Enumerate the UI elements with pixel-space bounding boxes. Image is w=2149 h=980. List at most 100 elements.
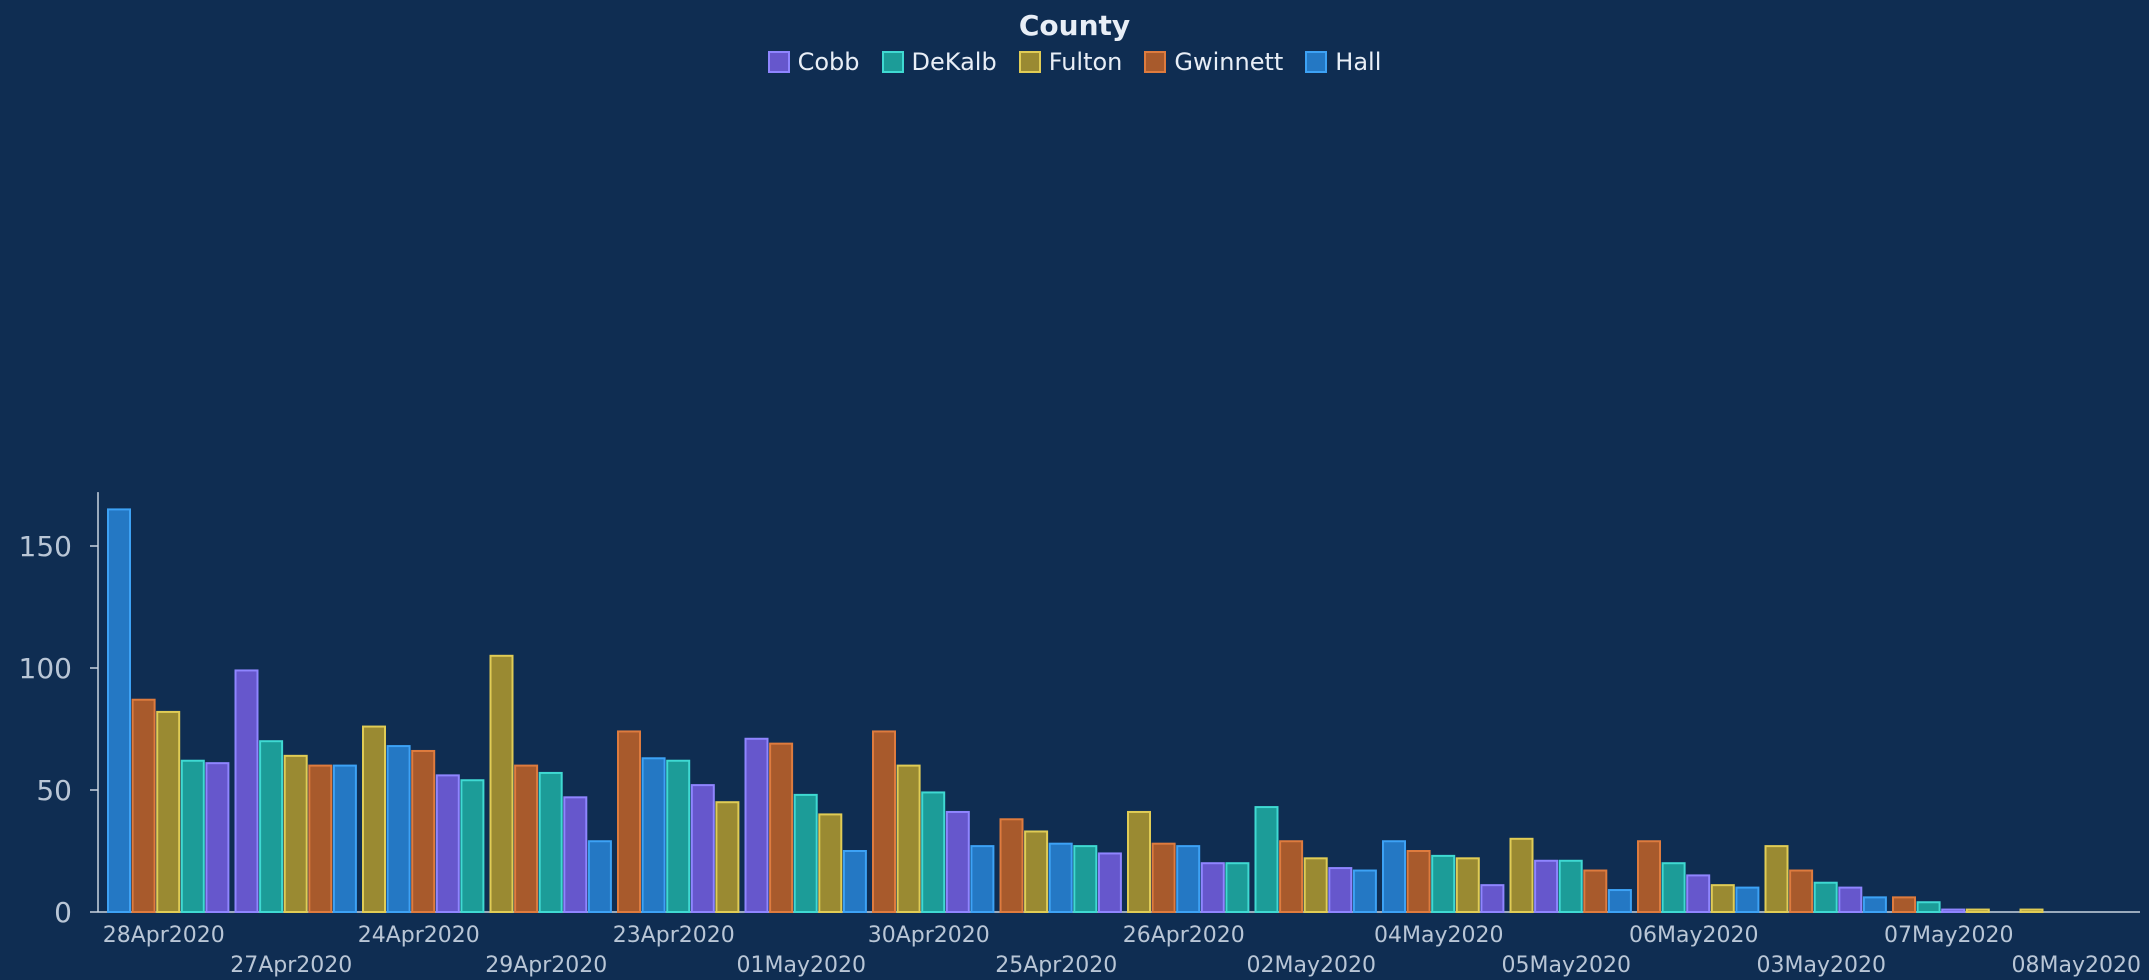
legend-item-dekalb: DeKalb (881, 46, 997, 78)
legend-swatch (1144, 51, 1167, 73)
bar-fulton (1127, 810, 1151, 914)
bar-gwinnett (1406, 850, 1431, 913)
x-tick-label: 01May2020 (737, 953, 866, 978)
bar-fulton (283, 754, 308, 914)
legend-swatch (767, 51, 790, 73)
bar-gwinnett (1789, 869, 1814, 914)
bar-dekalb (1661, 862, 1686, 914)
bar-hall (1048, 842, 1073, 913)
legend-label: Hall (1335, 48, 1382, 76)
bar-hall (107, 508, 131, 913)
x-tick-label: 24Apr2020 (358, 923, 480, 948)
bar-gwinnett (1892, 896, 1916, 913)
x-tick-label: 29Apr2020 (485, 953, 607, 978)
bar-gwinnett (1279, 840, 1304, 913)
bar-cobb (690, 784, 715, 913)
bar-dekalb (1916, 901, 1941, 913)
legend-swatch (881, 51, 904, 73)
bar-gwinnett (1151, 842, 1176, 913)
bar-cobb (1328, 867, 1353, 914)
bar-cobb (1534, 859, 1559, 914)
legend-swatch (1018, 51, 1041, 73)
bar-cobb (205, 762, 230, 913)
x-tick-label: 07May2020 (1884, 923, 2013, 948)
bar-fulton (362, 725, 386, 913)
legend-label: Gwinnett (1174, 48, 1284, 76)
bar-fulton (1965, 908, 1990, 913)
y-tick-label: 150 (19, 530, 72, 563)
bar-dekalb (1431, 854, 1456, 914)
bar-dekalb (1558, 859, 1583, 914)
x-tick-label: 04May2020 (1374, 923, 1503, 948)
bar-cobb (1686, 874, 1711, 914)
bar-fulton (1764, 845, 1789, 913)
bar-cobb (1200, 862, 1225, 914)
bar-hall (1352, 869, 1377, 914)
bar-fulton (1303, 857, 1328, 914)
legend-item-fulton: Fulton (1018, 46, 1123, 78)
bar-cobb (1838, 886, 1863, 913)
bar-dekalb (1254, 806, 1279, 914)
y-tick-label: 100 (19, 652, 72, 685)
bar-fulton (1024, 830, 1049, 913)
bar-cobb (1097, 852, 1122, 914)
bar-dekalb (460, 779, 485, 913)
bar-hall (1176, 845, 1201, 913)
bar-fulton (715, 801, 740, 914)
x-tick-label: 25Apr2020 (995, 953, 1117, 978)
bar-hall (332, 764, 357, 913)
legend: County Cobb DeKalb Fulton Gwinnett Hall (0, 8, 2149, 78)
bar-gwinnett (411, 749, 436, 914)
x-tick-label: 28Apr2020 (103, 923, 225, 948)
legend-item-hall: Hall (1305, 46, 1381, 78)
bar-cobb (563, 796, 588, 914)
x-tick-label: 06May2020 (1629, 923, 1758, 948)
bar-fulton (156, 710, 181, 913)
bar-cobb (744, 737, 769, 914)
bar-gwinnett (131, 698, 156, 913)
bar-fulton (1455, 857, 1480, 914)
legend-label: Fulton (1048, 48, 1123, 76)
x-tick-label: 23Apr2020 (613, 923, 735, 948)
bar-gwinnett (769, 742, 794, 914)
legend-item-gwinnett: Gwinnett (1144, 46, 1283, 78)
legend-items: Cobb DeKalb Fulton Gwinnett Hall (0, 46, 2149, 78)
x-tick-label: 27Apr2020 (230, 953, 352, 978)
bar-dekalb (1073, 845, 1098, 913)
bar-hall (842, 850, 867, 913)
x-tick-label: 30Apr2020 (868, 923, 990, 948)
bar-dekalb (259, 740, 284, 914)
bar-dekalb (1813, 881, 1838, 913)
bar-dekalb (180, 759, 205, 913)
y-tick-label: 50 (36, 774, 72, 807)
bar-fulton (896, 764, 921, 913)
bar-gwinnett (514, 764, 539, 913)
bar-hall (1862, 896, 1887, 913)
bar-gwinnett (617, 730, 641, 913)
x-tick-label: 03May2020 (1757, 953, 1886, 978)
legend-label: DeKalb (911, 48, 997, 76)
bar-hall (1607, 889, 1632, 913)
x-tick-label: 26Apr2020 (1123, 923, 1245, 948)
bar-fulton (1710, 884, 1735, 913)
bar-dekalb (1225, 862, 1250, 914)
bar-dekalb (538, 771, 563, 913)
bar-gwinnett (999, 818, 1024, 914)
bar-dekalb (921, 791, 946, 913)
y-tick-label: 0 (54, 896, 72, 929)
bar-cobb (1480, 884, 1505, 913)
x-tick-label: 05May2020 (1502, 953, 1631, 978)
legend-label: Cobb (797, 48, 860, 76)
bar-cobb (234, 669, 259, 913)
bar-cobb (1941, 908, 1966, 913)
bar-hall (587, 840, 612, 913)
bar-dekalb (793, 793, 818, 914)
bar-cobb (945, 810, 970, 914)
bar-gwinnett (1583, 869, 1608, 914)
legend-swatch (1305, 51, 1328, 73)
bar-gwinnett (1637, 840, 1661, 913)
bar-dekalb (666, 759, 691, 913)
bar-gwinnett (308, 764, 333, 913)
